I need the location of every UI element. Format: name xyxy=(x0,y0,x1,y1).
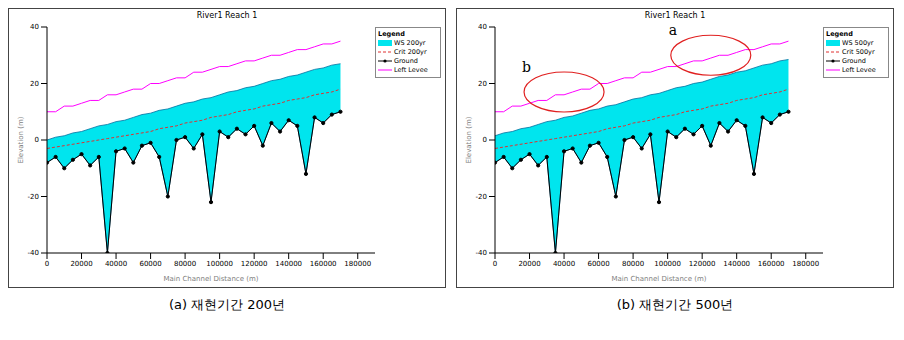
svg-text:-40: -40 xyxy=(476,249,487,257)
svg-text:a: a xyxy=(669,23,677,38)
svg-text:Main Channel Distance (m): Main Channel Distance (m) xyxy=(163,275,258,283)
svg-text:0: 0 xyxy=(483,136,487,144)
html-text:Ground: Ground xyxy=(394,57,418,65)
svg-text:140000: 140000 xyxy=(275,260,302,268)
html-text:River1 Reach 1: River1 Reach 1 xyxy=(644,11,706,20)
svg-text:20000: 20000 xyxy=(70,260,92,268)
svg-text:140000: 140000 xyxy=(723,260,750,268)
svg-text:40: 40 xyxy=(478,23,487,31)
html-text:Legend: Legend xyxy=(378,30,405,38)
html-text:Left Levee: Left Levee xyxy=(842,66,876,74)
svg-text:-20: -20 xyxy=(476,193,487,201)
svg-text:40000: 40000 xyxy=(553,260,575,268)
html-text:(b) 재현기간 500년: (b) 재현기간 500년 xyxy=(616,297,734,312)
svg-text:0: 0 xyxy=(35,136,39,144)
svg-text:80000: 80000 xyxy=(622,260,644,268)
html-text:WS 200yr: WS 200yr xyxy=(394,39,426,47)
svg-text:40: 40 xyxy=(30,23,39,31)
svg-text:Elevation (m): Elevation (m) xyxy=(17,116,25,163)
svg-text:80000: 80000 xyxy=(174,260,196,268)
html-text:River1 Reach 1: River1 Reach 1 xyxy=(196,11,258,20)
svg-text:0: 0 xyxy=(493,260,497,268)
html-text:Crit 200yr: Crit 200yr xyxy=(394,48,427,56)
svg-text:180000: 180000 xyxy=(792,260,819,268)
html-text:Crit 500yr: Crit 500yr xyxy=(842,48,875,56)
svg-text:Main Channel Distance (m): Main Channel Distance (m) xyxy=(611,275,706,283)
svg-text:-40: -40 xyxy=(28,249,39,257)
html-text:(a) 재현기간 200년: (a) 재현기간 200년 xyxy=(168,297,286,312)
svg-text:Elevation (m): Elevation (m) xyxy=(465,116,473,163)
svg-text:20: 20 xyxy=(30,80,39,88)
svg-text:40000: 40000 xyxy=(105,260,127,268)
svg-text:100000: 100000 xyxy=(654,260,681,268)
svg-text:180000: 180000 xyxy=(344,260,371,268)
svg-text:20: 20 xyxy=(478,80,487,88)
svg-text:20000: 20000 xyxy=(518,260,540,268)
svg-text:-20: -20 xyxy=(28,193,39,201)
html-text:WS 500yr: WS 500yr xyxy=(842,39,874,47)
svg-text:100000: 100000 xyxy=(206,260,233,268)
html-text:Ground: Ground xyxy=(842,57,866,65)
svg-text:0: 0 xyxy=(45,260,49,268)
svg-text:60000: 60000 xyxy=(587,260,609,268)
html-text:Legend: Legend xyxy=(826,30,853,38)
svg-text:160000: 160000 xyxy=(310,260,337,268)
svg-text:60000: 60000 xyxy=(139,260,161,268)
html-text:Left Levee: Left Levee xyxy=(394,66,428,74)
svg-text:120000: 120000 xyxy=(689,260,716,268)
svg-text:120000: 120000 xyxy=(241,260,268,268)
svg-text:160000: 160000 xyxy=(758,260,785,268)
svg-text:b: b xyxy=(522,59,531,75)
